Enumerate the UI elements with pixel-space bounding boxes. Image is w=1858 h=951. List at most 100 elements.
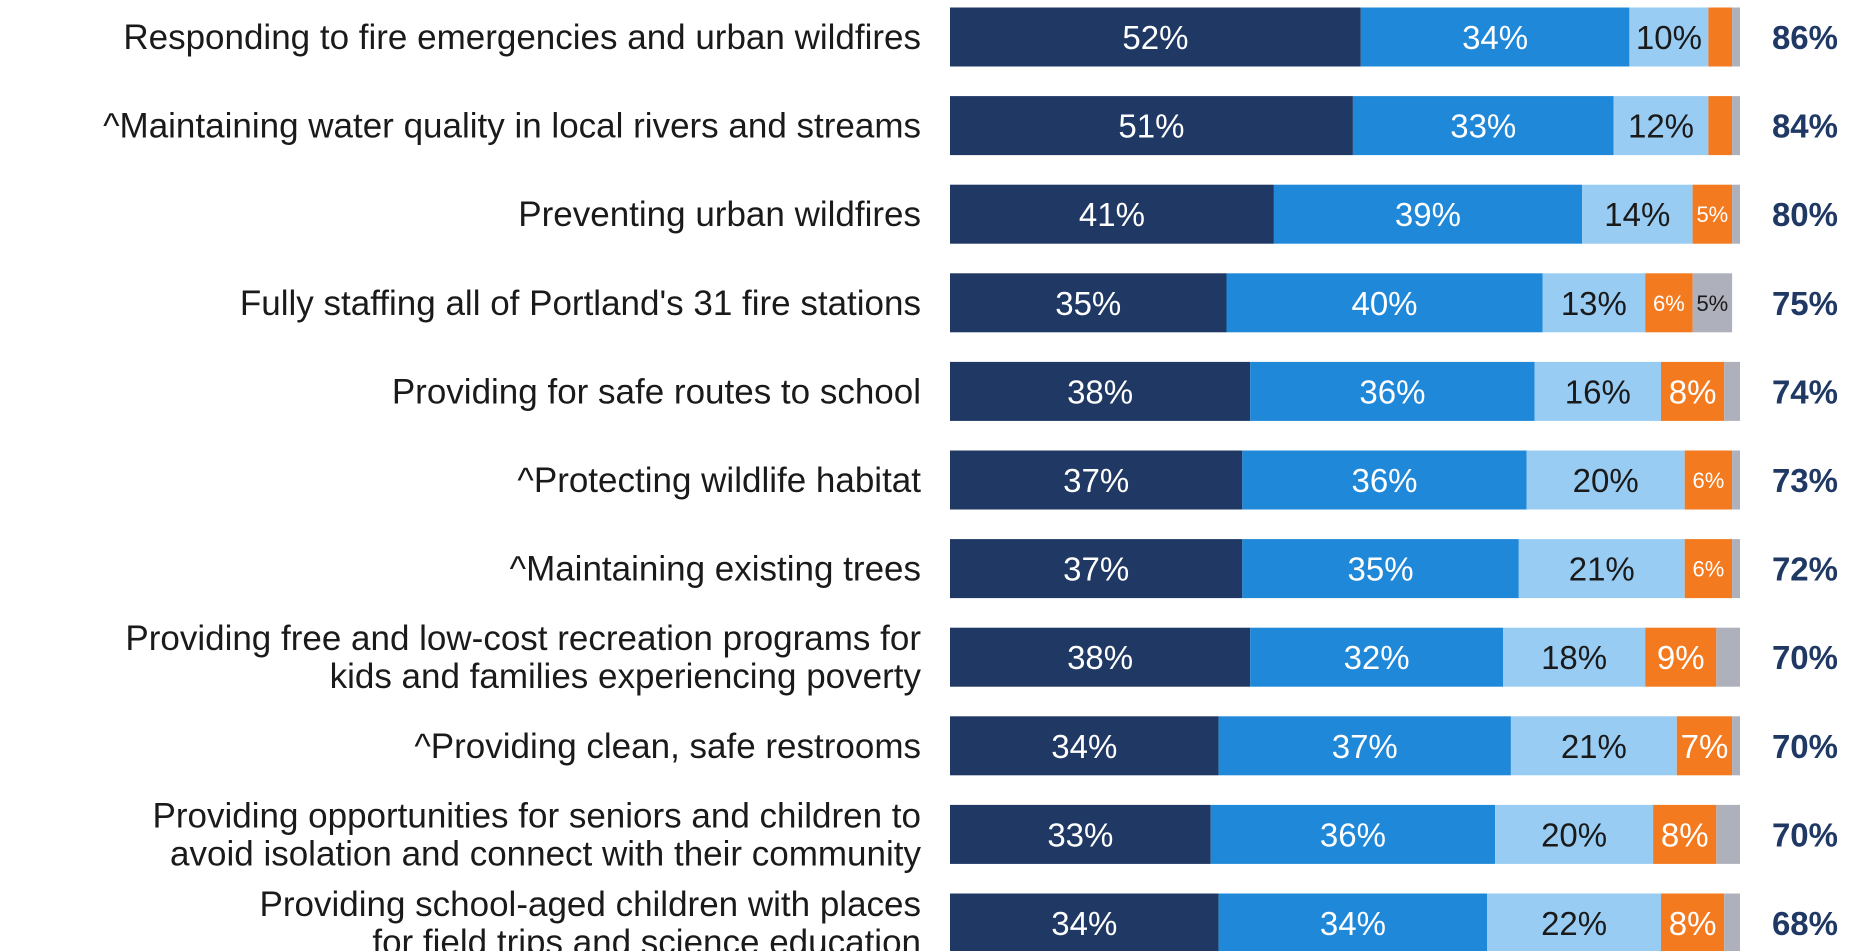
data-label: 37% (1063, 462, 1129, 499)
bar-segment (1684, 450, 1733, 510)
data-label: 37% (1063, 551, 1129, 588)
bar-segment (1534, 361, 1661, 421)
total-label: 68% (1772, 905, 1838, 942)
bar-segment (1526, 450, 1685, 510)
bar-segment (1732, 539, 1740, 599)
category-label: Responding to fire emergencies and urban… (123, 18, 921, 57)
bars: 52% 34% 10% 51% 33% 12% 41% 39% 14% 5% 35% 40% 13% 6%… (950, 7, 1740, 951)
bar-segment (1661, 893, 1725, 951)
bar-segment (950, 893, 1219, 951)
category-label: Providing for safe routes to school (392, 372, 921, 411)
data-label: 8% (1669, 905, 1717, 942)
data-label: 35% (1055, 285, 1121, 322)
data-label: 10% (1636, 19, 1702, 56)
data-label: 34% (1051, 905, 1117, 942)
data-label: 35% (1348, 551, 1414, 588)
bar-segment (1518, 539, 1685, 599)
bar-segment (1582, 184, 1693, 244)
bar-segment (950, 96, 1353, 156)
bar-segment (950, 804, 1211, 864)
bar-segment (1716, 804, 1740, 864)
totals-column: 86% 84% 80% 75% 74% 73% 72% 70% 70% 70% 68% (1772, 19, 1838, 942)
bar-segment (1653, 804, 1717, 864)
bar-segment (950, 361, 1251, 421)
data-label: 21% (1561, 728, 1627, 765)
category-label: ^Providing clean, safe restrooms (414, 727, 921, 766)
data-label: 9% (1657, 639, 1705, 676)
bar-segment (1360, 7, 1630, 67)
data-label: 32% (1344, 639, 1410, 676)
bar-segment (1250, 361, 1535, 421)
category-label: Providing school-aged children with plac… (260, 885, 921, 951)
bar-segment (950, 7, 1361, 67)
bar-segment (1708, 7, 1733, 67)
data-label: 21% (1569, 551, 1635, 588)
bar-segment (1692, 273, 1733, 333)
data-label: 36% (1351, 462, 1417, 499)
bar-segment (1724, 893, 1740, 951)
bar-segment (1242, 539, 1519, 599)
bar-segment (950, 273, 1227, 333)
bar-segment (1503, 627, 1646, 687)
bar-segment (950, 184, 1274, 244)
data-label: 38% (1067, 373, 1133, 410)
data-label: 40% (1351, 285, 1417, 322)
category-label: Preventing urban wildfires (518, 195, 921, 234)
data-label: 36% (1320, 816, 1386, 853)
total-label: 84% (1772, 108, 1838, 145)
data-label: 6% (1693, 468, 1725, 493)
category-label: Providing free and low-cost recreation p… (125, 619, 921, 696)
data-label: 14% (1604, 196, 1670, 233)
bar-segment (950, 539, 1243, 599)
bar-segment (1732, 450, 1740, 510)
bar-segment (1732, 716, 1740, 776)
bar-segment (950, 450, 1243, 510)
total-label: 75% (1772, 285, 1838, 322)
data-label: 5% (1696, 291, 1728, 316)
data-label: 12% (1628, 108, 1694, 145)
data-label: 33% (1047, 816, 1113, 853)
category-label: Fully staffing all of Portland's 31 fire… (240, 284, 921, 323)
bar-segment (1708, 96, 1733, 156)
category-label: ^Maintaining existing trees (510, 550, 921, 589)
data-label: 34% (1462, 19, 1528, 56)
data-label: 20% (1541, 816, 1607, 853)
bar-segment (1661, 361, 1725, 421)
bar-segment (1629, 7, 1709, 67)
data-label: 20% (1573, 462, 1639, 499)
bar-segment (1226, 273, 1543, 333)
bar-segment (1732, 96, 1740, 156)
bar-segment (1250, 627, 1503, 687)
bar-segment (1716, 627, 1740, 687)
bar-segment (950, 716, 1219, 776)
bar-segment (1218, 893, 1488, 951)
bar-segment (1510, 716, 1677, 776)
data-label: 5% (1696, 202, 1728, 227)
data-label: 41% (1079, 196, 1145, 233)
total-label: 70% (1772, 816, 1838, 853)
category-label: ^Maintaining water quality in local rive… (103, 107, 921, 146)
data-label: 13% (1561, 285, 1627, 322)
data-label: 34% (1051, 728, 1117, 765)
data-label: 36% (1359, 373, 1425, 410)
data-label: 6% (1693, 557, 1725, 582)
bar-segment (1692, 184, 1733, 244)
data-label: 52% (1122, 19, 1188, 56)
category-label: Providing opportunities for seniors and … (153, 796, 922, 873)
data-label: 22% (1541, 905, 1607, 942)
bar-segment (1645, 627, 1717, 687)
data-label: 7% (1681, 728, 1729, 765)
data-label: 39% (1395, 196, 1461, 233)
data-label: 37% (1332, 728, 1398, 765)
total-label: 73% (1772, 462, 1838, 499)
bar-segment (1732, 184, 1740, 244)
data-label: 6% (1653, 291, 1685, 316)
data-label: 33% (1450, 108, 1516, 145)
bar-segment (1495, 804, 1654, 864)
total-label: 72% (1772, 551, 1838, 588)
total-label: 74% (1772, 373, 1838, 410)
bar-segment (1352, 96, 1614, 156)
bar-segment (1487, 893, 1661, 951)
total-label: 86% (1772, 19, 1838, 56)
